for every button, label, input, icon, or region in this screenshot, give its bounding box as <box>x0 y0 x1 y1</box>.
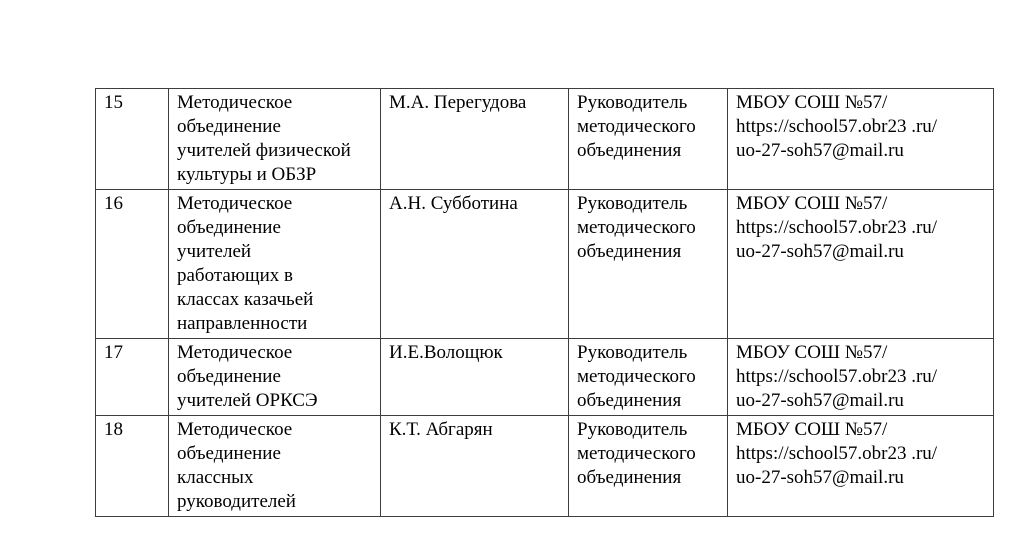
cell-head-name: М.А. Перегудова <box>380 88 569 190</box>
cell-position: Руководитель методического объединения <box>568 338 728 416</box>
cell-contacts: МБОУ СОШ №57/ https://school57.obr23 .ru… <box>727 415 994 517</box>
cell-association: Методическое объединение учителей работа… <box>168 189 381 339</box>
cell-position: Руководитель методического объединения <box>568 189 728 339</box>
table-row: 16 Методическое объединение учителей рабо… <box>95 189 994 339</box>
cell-num: 15 <box>95 88 169 190</box>
cell-num: 16 <box>95 189 169 339</box>
table-row: 17 Методическое объединение учителей ОРКС… <box>95 338 994 416</box>
cell-head-name: И.Е.Волощюк <box>380 338 569 416</box>
cell-num: 18 <box>95 415 169 517</box>
cell-num: 17 <box>95 338 169 416</box>
cell-position: Руководитель методического объединения <box>568 88 728 190</box>
table-row: 18 Методическое объединение классных руко… <box>95 415 994 517</box>
cell-contacts: МБОУ СОШ №57/ https://school57.obr23 .ru… <box>727 88 994 190</box>
cell-head-name: К.Т. Абгарян <box>380 415 569 517</box>
cell-position: Руководитель методического объединения <box>568 415 728 517</box>
table-body: 15 Методическое объединение учителей физи… <box>95 88 994 517</box>
cell-association: Методическое объединение учителей ОРКСЭ <box>168 338 381 416</box>
cell-head-name: А.Н. Субботина <box>380 189 569 339</box>
cell-contacts: МБОУ СОШ №57/ https://school57.obr23 .ru… <box>727 338 994 416</box>
table-row: 15 Методическое объединение учителей физи… <box>95 88 994 190</box>
cell-association: Методическое объединение классных руково… <box>168 415 381 517</box>
cell-contacts: МБОУ СОШ №57/ https://school57.obr23 .ru… <box>727 189 994 339</box>
cell-association: Методическое объединение учителей физиче… <box>168 88 381 190</box>
methodical-associations-table: 15 Методическое объединение учителей физи… <box>95 88 994 517</box>
